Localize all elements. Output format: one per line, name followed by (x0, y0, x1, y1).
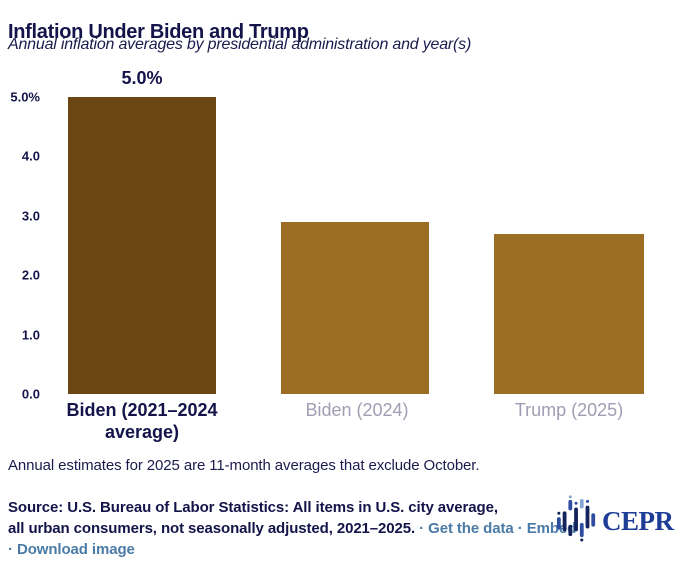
bar-biden-2024 (281, 221, 429, 394)
cepr-logo-text: CEPR (602, 506, 674, 536)
bar-trump-2025 (494, 233, 644, 394)
y-tick: 2.0 (21, 267, 40, 283)
link-separator: · (517, 520, 523, 537)
link-separator: · (419, 520, 425, 537)
y-tick: 4.0 (21, 148, 40, 164)
x-label-trump-2025: Trump (2025) (514, 400, 624, 420)
y-tick: 1.0 (21, 327, 40, 343)
get-the-data-link[interactable]: Get the data (428, 520, 514, 537)
x-label-biden-2024: Biden (2024) (305, 400, 409, 420)
cepr-bars-icon (556, 495, 598, 548)
link-separator: · (8, 541, 13, 558)
bar-biden-2021-2024-average (68, 97, 216, 394)
download-image-link[interactable]: Download image (16, 541, 135, 558)
chart-footnote: Annual estimates for 2025 are 11-month a… (8, 457, 480, 474)
y-tick: 0.0 (21, 386, 40, 402)
bar-value-label: 5.0% (121, 68, 163, 88)
page-title: Inflation Under Biden and Trump (8, 21, 309, 44)
y-tick: 3.0 (21, 208, 40, 224)
source-block: Source: U.S. Bureau of Labor Statistics:… (8, 497, 578, 560)
y-axis: 0.0 1.0 2.0 3.0 4.0 5.0% (0, 90, 42, 402)
chart-subtitle: Annual inflation averages by presidentia… (8, 36, 472, 53)
bar-chart-plot-area (68, 97, 644, 394)
source-text: Source: U.S. Bureau of Labor Statistics:… (8, 499, 498, 537)
y-tick: 5.0% (10, 89, 40, 105)
x-label-biden-2021-2024-average: Biden (2021–2024 average) (66, 400, 218, 442)
cepr-logo: CEPR (556, 495, 674, 548)
